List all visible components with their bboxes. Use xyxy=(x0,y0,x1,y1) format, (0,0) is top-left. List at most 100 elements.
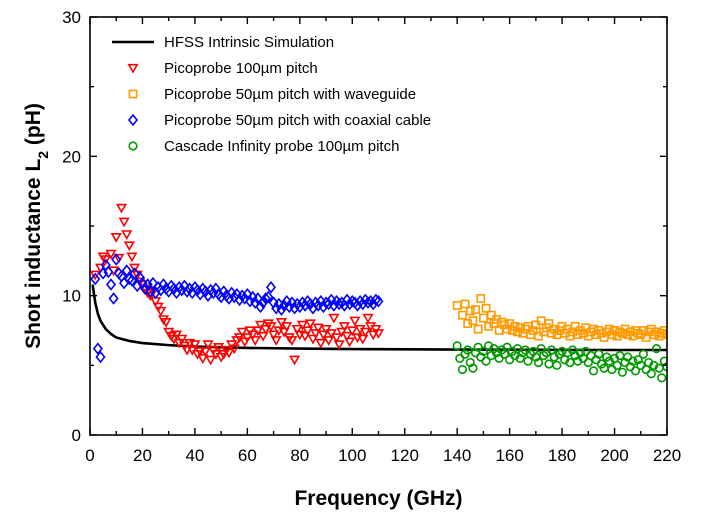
data-point-series-3 xyxy=(124,272,135,286)
data-point-series-4 xyxy=(533,357,544,368)
data-point-series-3 xyxy=(111,253,122,266)
data-point-series-1 xyxy=(105,249,117,260)
x-tick-label: 60 xyxy=(238,446,257,465)
chart-legend: HFSS Intrinsic Simulation Picoprobe 100µm… xyxy=(112,34,431,155)
data-point-series-1 xyxy=(299,331,311,342)
data-point-series-1 xyxy=(304,319,316,330)
data-point-series-1 xyxy=(265,322,277,332)
data-point-series-1 xyxy=(278,327,290,338)
data-point-series-2 xyxy=(471,305,480,314)
data-point-series-3 xyxy=(263,290,274,304)
data-point-series-3 xyxy=(276,303,287,316)
data-point-series-1 xyxy=(333,340,345,351)
data-point-series-4 xyxy=(452,341,462,351)
x-tick-label: 120 xyxy=(391,446,419,465)
data-point-series-2 xyxy=(468,316,478,326)
legend-marker-swatch xyxy=(128,89,138,99)
data-point-series-2 xyxy=(476,294,486,303)
x-tick-label: 160 xyxy=(495,446,523,465)
data-point-series-1 xyxy=(118,217,130,228)
data-point-series-1 xyxy=(344,337,356,348)
data-point-series-1 xyxy=(181,345,193,356)
data-point-series-3 xyxy=(95,350,106,364)
data-point-series-3 xyxy=(121,264,132,277)
data-point-series-1 xyxy=(194,347,206,358)
data-point-series-4 xyxy=(455,353,465,363)
data-point-series-3 xyxy=(258,296,269,309)
data-point-series-1 xyxy=(157,315,170,325)
data-point-series-3 xyxy=(92,342,103,355)
data-point-series-3 xyxy=(271,301,282,315)
legend-entry-label: Picoprobe 50µm pitch with waveguide xyxy=(164,86,416,103)
data-point-series-2 xyxy=(492,314,501,324)
data-point-series-1 xyxy=(268,330,280,341)
data-point-series-1 xyxy=(205,355,217,366)
data-point-series-1 xyxy=(349,316,361,327)
data-point-series-3 xyxy=(323,297,334,311)
data-point-series-1 xyxy=(236,327,248,338)
legend-marker-swatch xyxy=(128,141,138,151)
data-point-series-3 xyxy=(334,297,345,311)
data-point-series-1 xyxy=(260,324,272,335)
data-point-series-2 xyxy=(604,324,614,334)
data-point-series-4 xyxy=(544,359,554,369)
data-point-series-1 xyxy=(100,255,112,266)
y-axis-title-subscript: 2 xyxy=(35,151,51,159)
data-point-series-1 xyxy=(283,333,295,344)
x-tick-label: 80 xyxy=(290,446,309,465)
y-tick-label: 10 xyxy=(62,287,81,306)
y-axis-title-main: Short inductance L xyxy=(22,159,45,349)
data-point-series-3 xyxy=(229,290,240,304)
data-point-series-4 xyxy=(651,344,662,354)
data-point-series-1 xyxy=(126,252,138,263)
data-point-series-4 xyxy=(552,360,562,370)
data-point-series-1 xyxy=(330,333,343,344)
data-point-series-2 xyxy=(659,326,667,335)
data-point-series-4 xyxy=(481,356,491,366)
data-point-series-2 xyxy=(458,310,467,320)
data-point-series-4 xyxy=(657,373,667,383)
x-tick-label: 180 xyxy=(548,446,576,465)
data-point-series-2 xyxy=(479,313,488,323)
data-point-series-3 xyxy=(255,300,266,314)
data-point-series-2 xyxy=(544,319,554,328)
data-point-series-4 xyxy=(505,355,515,365)
data-point-series-1 xyxy=(197,354,209,364)
data-point-series-3 xyxy=(208,286,219,300)
data-point-series-4 xyxy=(607,364,617,375)
data-point-series-1 xyxy=(202,340,214,351)
data-point-series-2 xyxy=(657,328,667,338)
legend-entry-label: Picoprobe 100µm pitch xyxy=(164,60,318,77)
data-point-series-1 xyxy=(307,334,319,345)
data-point-series-1 xyxy=(341,331,353,342)
data-point-series-2 xyxy=(646,324,656,334)
data-point-series-3 xyxy=(328,299,339,312)
y-tick-label: 20 xyxy=(62,147,81,166)
data-point-series-3 xyxy=(362,296,374,309)
data-point-series-1 xyxy=(247,330,259,341)
data-point-series-3 xyxy=(370,293,381,307)
legend-entry-label: HFSS Intrinsic Simulation xyxy=(164,34,334,51)
data-point-series-1 xyxy=(97,252,109,263)
data-point-series-3 xyxy=(234,293,245,307)
legend-marker-swatch xyxy=(127,63,139,74)
data-point-series-2 xyxy=(463,319,473,328)
x-tick-label: 200 xyxy=(600,446,628,465)
data-point-series-3 xyxy=(265,281,276,294)
chart-marks xyxy=(90,203,667,383)
data-point-series-4 xyxy=(630,366,641,376)
data-point-series-1 xyxy=(90,270,101,281)
data-point-series-4 xyxy=(457,364,468,375)
data-point-series-1 xyxy=(165,331,177,342)
x-tick-label: 140 xyxy=(443,446,471,465)
y-tick-label: 30 xyxy=(62,8,81,27)
data-point-series-3 xyxy=(289,301,300,315)
data-point-series-1 xyxy=(317,330,330,341)
data-point-series-1 xyxy=(367,330,379,341)
data-point-series-1 xyxy=(359,327,371,338)
data-point-series-2 xyxy=(465,306,475,316)
data-point-series-1 xyxy=(312,323,324,334)
data-point-series-1 xyxy=(357,334,369,345)
